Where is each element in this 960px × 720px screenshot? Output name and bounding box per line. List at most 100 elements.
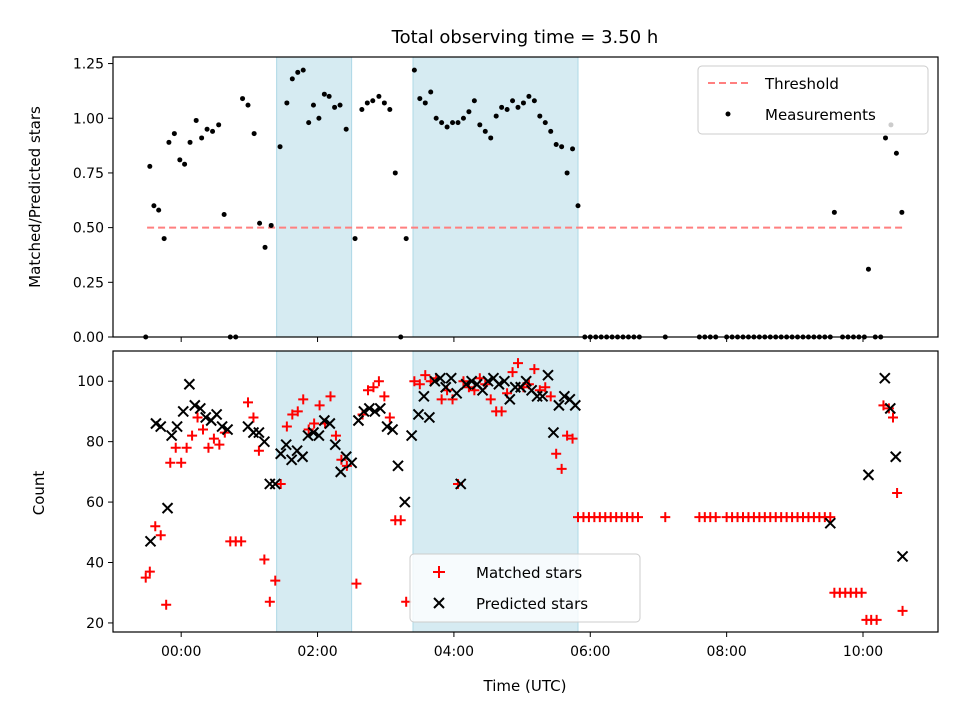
measurements-point-21 [257,220,263,226]
measurements-point-1 [147,163,153,169]
measurements-point-38 [359,107,365,112]
predicted-stars-point-12 [210,408,223,421]
predicted-stars-point-18 [258,435,271,448]
predicted-stars-point-65 [520,375,532,387]
predicted-stars-point-23 [285,454,298,466]
predicted-stars-point-80 [896,550,909,563]
matched-stars-point-5 [165,457,176,468]
predicted-stars-point-42 [392,460,404,472]
matched-stars-point-43 [379,391,390,402]
predicted-stars-point-58 [482,375,494,387]
measurements-point-56 [460,115,466,121]
top-y-tick-label-0: 0.00 [73,330,104,346]
measurements-point-53 [444,124,450,130]
predicted-stars-point-48 [429,375,441,387]
predicted-stars-point-34 [345,457,358,469]
predicted-stars-point-10 [200,411,212,424]
measurements-point-59 [477,122,483,128]
predicted-stars-point-71 [553,399,565,412]
matched-stars-point-19 [243,397,253,408]
matched-stars-point-13 [208,433,219,444]
predicted-stars-point-22 [280,438,292,451]
bottom-series-layer [140,358,909,625]
measurements-point-32 [321,91,327,97]
matched-stars-point-66 [507,367,518,378]
predicted-stars-point-47 [423,411,436,424]
predicted-stars-point-75 [824,517,836,529]
predicted-stars-point-14 [221,423,234,436]
matched-stars-point-40 [363,385,373,396]
predicted-stars-point-39 [374,402,386,415]
matched-stars-point-9 [187,430,198,441]
bottom-y-tick-label-0: 20 [86,616,104,632]
predicted-stars-point-0 [144,535,157,548]
measurements-point-30 [310,102,316,108]
top-y-axis-label: Matched/Predicted stars [26,106,44,288]
predicted-stars-point-5 [171,420,183,433]
measurements-point-47 [411,67,417,73]
top-legend-box [697,65,929,135]
measurements-point-8 [182,161,188,167]
matched-stars-point-18 [236,536,247,547]
measurements-point-40 [370,98,376,104]
predicted-stars-point-29 [318,414,331,427]
bottom-x-tick-label-2: 04:00 [434,644,474,660]
matched-stars-point-6 [170,442,181,453]
measurements-point-37 [352,236,358,242]
matched-stars-point-67 [513,358,523,369]
predicted-stars-point-54 [460,378,472,390]
matched-stars-point-89 [633,512,643,523]
measurements-point-14 [216,122,222,128]
matched-stars-point-76 [562,430,573,441]
measurements-point-49 [422,100,428,106]
predicted-stars-point-3 [161,502,174,514]
predicted-stars-point-4 [165,429,178,442]
top-shaded-interval-2 [412,56,579,338]
measurements-point-65 [510,98,516,104]
measurements-point-54 [450,120,456,126]
bottom-x-tick-label-4: 08:00 [706,644,746,660]
predicted-stars-point-45 [412,408,425,421]
predicted-stars-point-27 [307,426,320,439]
matched-stars-point-30 [303,424,314,435]
matched-stars-point-128 [897,605,908,616]
matched-stars-point-42 [373,376,384,387]
matched-stars-point-38 [351,578,362,589]
measurements-point-3 [156,207,162,213]
predicted-stars-legend-label: Predicted stars [476,595,588,613]
predicted-stars-point-7 [183,378,196,390]
predicted-stars-point-72 [558,390,571,403]
matched-stars-point-49 [414,379,425,390]
predicted-stars-point-79 [890,451,902,463]
predicted-stars-point-6 [177,405,189,418]
matched-stars-point-50 [420,370,431,381]
predicted-stars-point-60 [493,378,505,390]
measurements-point-58 [471,98,477,104]
measurements-point-52 [439,120,445,126]
matched-stars-point-73 [545,391,556,402]
matched-stars-point-123 [871,614,882,625]
predicted-stars-point-46 [418,390,430,403]
measurements-point-73 [553,142,559,147]
matched-stars-point-11 [198,424,208,435]
predicted-stars-point-13 [216,420,228,433]
top-legend: Threshold Measurements [697,65,929,135]
matched-stars-point-20 [248,412,259,423]
measurements-point-120 [865,266,871,272]
measurements-point-62 [493,113,499,119]
matched-stars-point-31 [309,418,320,429]
measurements-point-19 [245,102,251,108]
measurements-point-66 [515,104,521,110]
bottom-y-axis: 20 40 60 80 100 [77,374,113,632]
matched-stars-point-77 [567,433,578,444]
measurements-point-34 [332,104,338,110]
predicted-stars-point-20 [269,478,281,490]
predicted-stars-point-32 [335,466,347,478]
matched-stars-point-0 [140,572,151,583]
predicted-stars-point-69 [542,369,554,381]
measurements-point-25 [284,100,290,106]
measurements-legend-label: Measurements [765,106,876,124]
top-shaded-interval-1 [276,56,353,338]
bottom-y-tick-label-2: 60 [86,495,104,511]
